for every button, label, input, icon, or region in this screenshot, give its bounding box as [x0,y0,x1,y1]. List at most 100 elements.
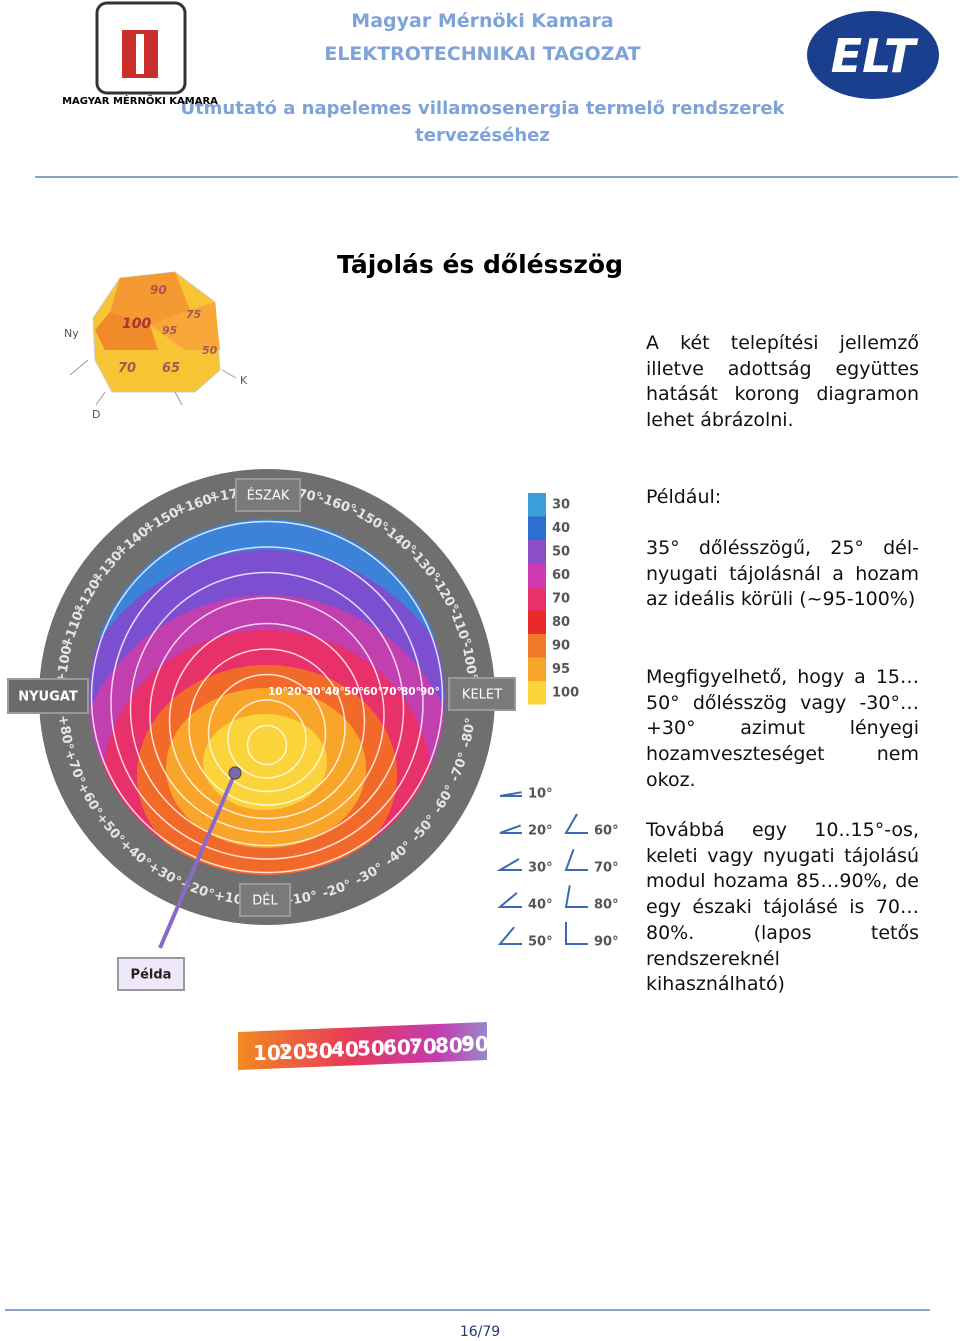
azimuth-label: -80° [459,717,479,749]
scale-label: 60 [552,568,570,583]
scale-swatch [528,587,546,611]
tilt-ring-label: 50° [344,686,364,698]
label-text: NYUGAT [18,690,78,705]
dome-value: 70 [118,361,136,376]
tilt-ring-label: 20° [287,686,307,698]
logo-left-text: MAGYAR MÉRNÖKI KAMARA [62,93,218,107]
scale-swatch [528,610,546,634]
tilt-icon [496,858,522,871]
tilt-label: 70° [594,861,619,876]
tilt-ring-label: 40° [325,686,345,698]
bar-label: 30° [305,1039,343,1063]
label-text: DÉL [252,893,278,909]
scale-swatch [528,681,546,705]
compass-label: K [240,374,248,387]
scale-label: 95 [552,662,570,677]
azimuth-label: +80° [55,714,76,752]
tilt-icon [499,824,522,834]
tilt-label: 50° [528,935,553,950]
scale-swatch [528,540,546,564]
division: ELEKTROTECHNIKAI TAGOZAT [324,43,641,65]
page-number: 16/79 [459,1324,501,1340]
label-box [239,883,291,917]
example-pointer [158,772,237,949]
tilt-icon [564,885,588,908]
page-title: Tájolás és dőlésszög [337,250,623,279]
dome-value: 90 [150,283,167,297]
tilt-label: 60° [594,824,619,839]
scale-label: 80 [552,615,570,630]
tilt-ring-label: 60° [363,686,383,698]
tilt-label: 90° [594,935,619,950]
dome-value: 100 [122,316,151,332]
dome-value: 65 [162,361,180,376]
dome: Ny D K 90 100 95 75 70 65 50 [64,271,248,421]
tilt-ring [129,571,405,847]
scale-swatch [528,516,546,540]
bar-label: 80° [435,1033,473,1057]
paragraph: A két telepítési jellemző illetve adotts… [646,332,919,432]
scale-label: 40 [552,521,570,536]
bar-label: 10° [253,1041,291,1065]
bar-label: 90° [461,1032,499,1056]
label-box [7,678,89,714]
paragraph: Megfigyelhető, hogy a 15…50° dőlésszög v… [646,666,919,791]
label-text: Példa [131,968,172,983]
bar-label: 40° [331,1038,369,1062]
dome-value: 50 [202,344,218,357]
azimuth-label: -10° [287,889,319,909]
tilt-ring [168,622,366,820]
tilt-ring [149,597,385,833]
bar-label: 50° [357,1037,395,1061]
label-text: KELET [462,688,502,703]
scale-label: 90 [552,639,570,654]
tilt-ring-label: 90° [420,686,440,698]
logo-right-text: ELT [831,29,919,83]
dome-value: 95 [162,324,178,337]
scale-swatch [528,563,546,587]
scale-label: 100 [552,686,579,701]
tilt-ring-label: 10° [268,686,288,698]
azimuth-label: -100° [458,641,480,682]
compass-label: Ny [64,327,79,340]
tilt-icon [497,892,522,908]
label-text: ÉSZAK [247,488,290,504]
scale-swatch [528,493,546,517]
logo-cross [136,34,144,74]
tilt-label: 10° [528,787,553,802]
tilt-icon [565,922,588,945]
organization: Magyar Mérnöki Kamara [351,10,614,32]
dome-value: 75 [186,308,202,321]
compass-label: D [92,408,100,421]
scale-swatch [528,634,546,658]
scale-label: 50 [552,545,570,560]
tilt-ring [207,673,327,793]
label-box [448,677,516,711]
guide-title: Útmutató a napelemes villamosenergia ter… [180,98,785,146]
tilt-ring-label: 30° [306,686,326,698]
tilt-label: 40° [528,898,553,913]
tilt-ring [227,699,307,779]
label-box [235,478,301,512]
tilt-label: 20° [528,824,553,839]
bar-label: 70° [409,1034,447,1058]
tilt-ring [188,648,346,806]
tilt-ring [246,724,288,766]
paragraph: Például: [646,486,722,508]
example-point [228,766,242,780]
tilt-ring-label: 80° [401,686,421,698]
tilt-ring [110,546,424,860]
scale-label: 70 [552,592,570,607]
tilt-ring-label: 70° [382,686,402,698]
tilt-icon [499,791,522,797]
label-box [117,957,185,991]
logo-right [807,11,939,99]
paragraph: Továbbá egy 10..15°-os, keleti vagy nyug… [646,819,919,996]
tilt-label: 30° [528,861,553,876]
scale-swatch [528,657,546,681]
tilt-icon [564,813,588,834]
disc-colors [89,519,445,875]
bar-label: 20° [279,1040,317,1064]
